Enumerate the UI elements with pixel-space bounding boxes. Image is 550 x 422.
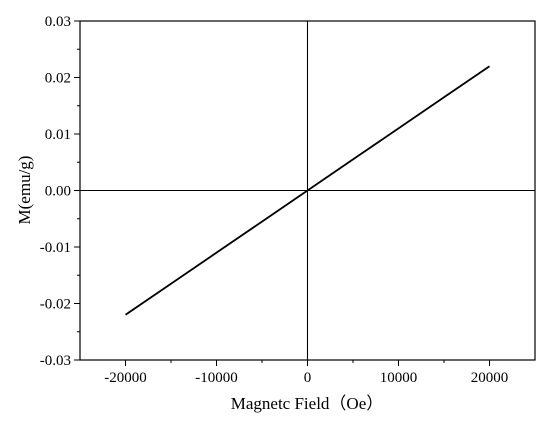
series-line <box>124 65 491 316</box>
x-axis-title: Magnetc Field（Oe） <box>231 394 384 413</box>
y-tick-label: 0.03 <box>45 14 71 30</box>
y-tick-label: -0.01 <box>40 240 71 256</box>
y-tick-label: 0.02 <box>45 71 71 87</box>
y-tick-label: -0.03 <box>40 353 71 369</box>
x-tick-label: -20000 <box>104 370 147 386</box>
x-tick-label: 0 <box>304 370 312 386</box>
x-tick-label: 10000 <box>380 370 418 386</box>
y-tick-label: 0.01 <box>45 127 71 143</box>
x-tick-label: 20000 <box>471 370 509 386</box>
y-axis-title: M(emu/g) <box>15 156 34 225</box>
x-tick-label: -10000 <box>195 370 238 386</box>
y-tick-label: 0.00 <box>45 184 71 200</box>
ticks <box>74 20 490 366</box>
tick-labels: -20000 -10000 0 10000 20000 -0.03 -0.02 -0.01 0.… <box>40 14 509 386</box>
series <box>124 65 491 316</box>
y-tick-label: -0.02 <box>40 297 71 313</box>
